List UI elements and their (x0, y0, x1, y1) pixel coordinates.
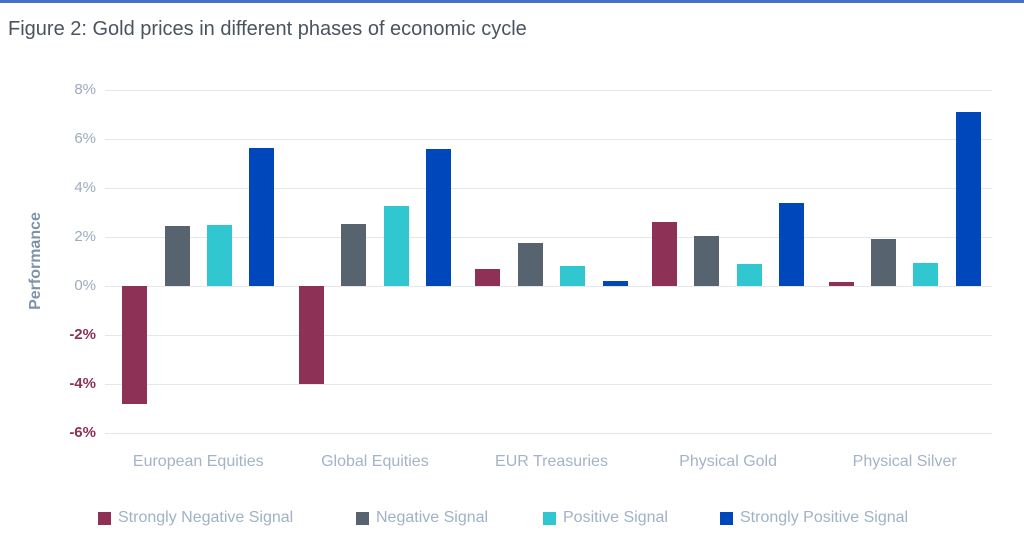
bar-positive-signal-european-equities (207, 224, 232, 286)
x-axis-category-label: Physical Gold (679, 453, 777, 470)
x-axis-category-label: European Equities (132, 453, 264, 470)
bar-strongly-negative-signal-physical-silver (828, 282, 854, 286)
bar-strongly-negative-signal-physical-gold (652, 222, 677, 286)
bar-strongly-negative-signal-european-equities (122, 286, 148, 404)
bar-positive-signal-global-equities (383, 206, 409, 286)
y-axis-tick-label: -6% (69, 424, 96, 441)
y-axis-tick-label: -2% (69, 326, 96, 343)
gridline (105, 236, 992, 238)
figure-title: Figure 2: Gold prices in different phase… (8, 18, 527, 40)
bar-positive-signal-physical-gold (736, 263, 762, 286)
y-axis-tick-label: 8% (74, 81, 96, 98)
gridline (105, 334, 992, 336)
gridline (105, 187, 992, 189)
y-axis-tick-label: -4% (69, 375, 96, 392)
y-axis-label: Performance (27, 212, 44, 310)
bar-strongly-positive-signal-european-equities (249, 147, 275, 286)
x-axis-category-label: EUR Treasuries (495, 453, 608, 470)
bar-negative-signal-european-equities (164, 225, 190, 286)
bar-positive-signal-physical-silver (913, 262, 939, 286)
bar-negative-signal-eur-treasuries (517, 243, 543, 286)
bar-strongly-negative-signal-eur-treasuries (475, 268, 501, 286)
bar-strongly-positive-signal-physical-gold (779, 202, 805, 286)
bar-negative-signal-physical-silver (871, 239, 896, 286)
y-axis-tick-label: 0% (74, 277, 96, 294)
gridline (105, 89, 992, 91)
bar-strongly-positive-signal-physical-silver (955, 112, 981, 286)
y-axis-tick-label: 2% (74, 228, 96, 245)
x-axis-category-label: Global Equities (321, 453, 429, 470)
bar-strongly-negative-signal-global-equities (298, 286, 324, 384)
gridline (105, 138, 992, 140)
gridline (105, 432, 992, 434)
x-axis-category-label: Physical Silver (852, 453, 957, 470)
bar-positive-signal-eur-treasuries (560, 266, 586, 286)
bar-strongly-positive-signal-eur-treasuries (602, 281, 628, 286)
y-axis-tick-label: 4% (74, 179, 96, 196)
y-axis-tick-label: 6% (74, 130, 96, 147)
plot-area: Performance 8% 6% 4% 2% 0% -2% -4% -6% European … (0, 3, 1024, 534)
bar-strongly-positive-signal-global-equities (426, 148, 451, 286)
bar-negative-signal-physical-gold (694, 235, 720, 286)
bar-negative-signal-global-equities (341, 223, 367, 286)
zero-gridline (105, 285, 992, 287)
gridline (105, 383, 992, 385)
